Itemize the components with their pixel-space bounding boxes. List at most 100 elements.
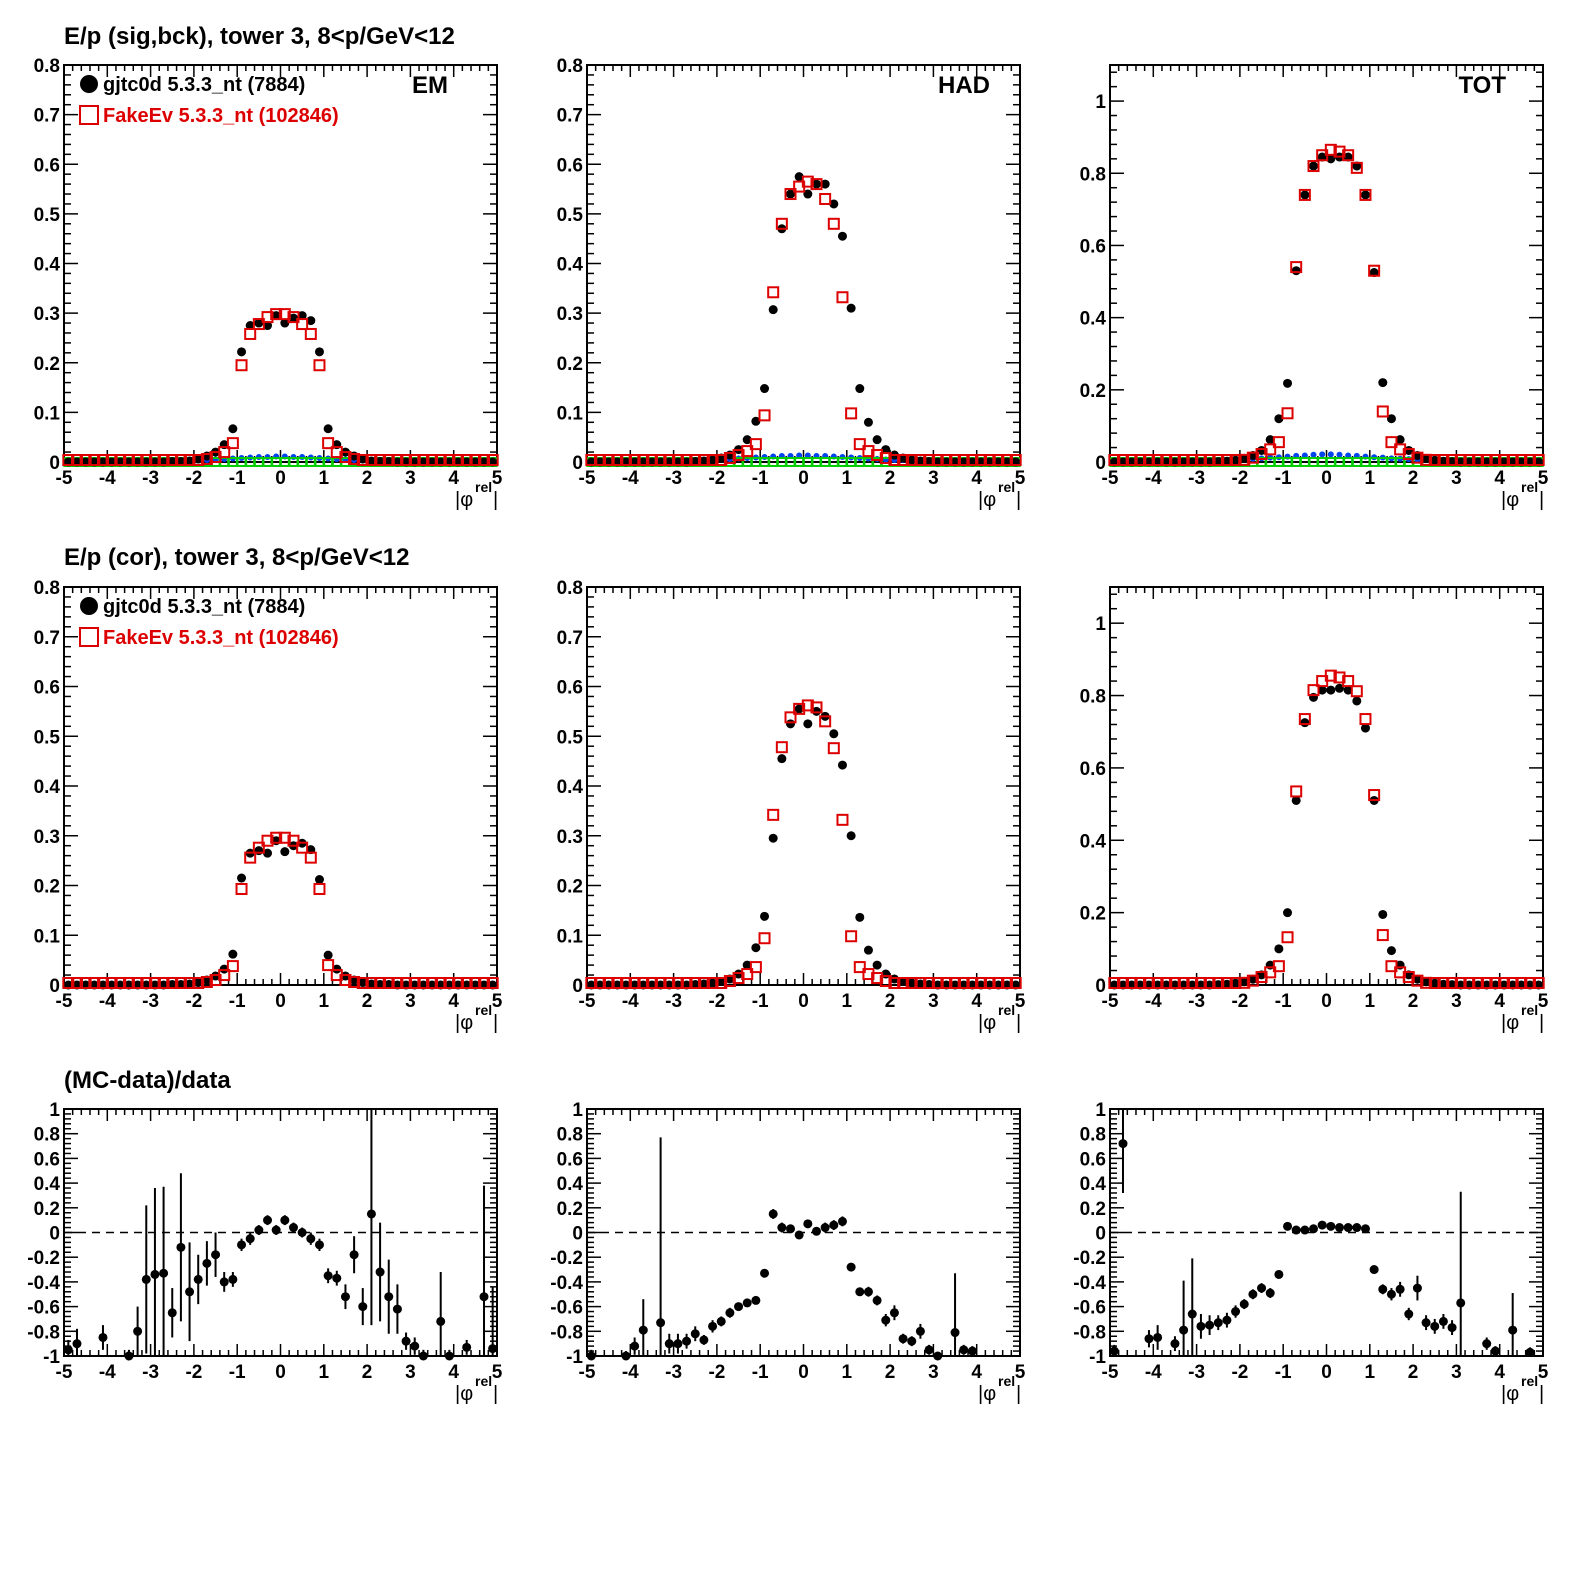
y-tick-label: 1 [49, 1100, 60, 1121]
data-point [898, 977, 908, 987]
y-tick-label: 1 [1095, 92, 1106, 113]
y-tick-label: 0.6 [1080, 236, 1106, 257]
data-point [98, 1332, 108, 1342]
data-point [1482, 1339, 1492, 1349]
mc-point [1229, 977, 1242, 989]
y-tick-label: -0.2 [1073, 1248, 1106, 1269]
data-point [306, 1234, 316, 1244]
data-point [384, 457, 394, 467]
mc-point [244, 327, 257, 340]
x-tick-label: -4 [622, 991, 639, 1012]
data-point [690, 980, 700, 990]
x-axis-superscript: rel [998, 1002, 1015, 1018]
mc-point [1454, 977, 1467, 989]
row-title-ratio: (MC-data)/data [64, 1067, 231, 1094]
data-point [1248, 1289, 1258, 1299]
y-tick-label: 0 [1095, 1224, 1106, 1245]
data-point [1334, 1223, 1344, 1233]
mc-point [79, 454, 92, 466]
data-point [245, 321, 255, 331]
mc-point [1307, 160, 1320, 173]
data-point [358, 454, 368, 464]
y-tick-label: -0.4 [27, 1273, 60, 1294]
x-tick-label: 1 [842, 991, 853, 1012]
data-point [323, 1271, 333, 1281]
data-point [228, 1274, 238, 1284]
mc-point [148, 977, 161, 989]
mc-point [443, 454, 456, 466]
x-tick-label: 2 [1408, 1362, 1419, 1383]
mc-point [836, 813, 849, 826]
y-tick-label: 0.8 [34, 1125, 60, 1146]
y-tick-label: 0.3 [34, 304, 60, 325]
x-axis-title: |φ [455, 1383, 473, 1405]
data-point [1343, 1223, 1353, 1233]
mc-point [1108, 454, 1121, 466]
data-point [708, 1321, 718, 1331]
data-point [1239, 453, 1249, 463]
x-tick-label: -2 [185, 1362, 202, 1383]
mc-point [810, 178, 823, 191]
mc-point [1186, 977, 1199, 989]
mc-point [949, 977, 962, 989]
y-tick-label: -0.8 [27, 1322, 60, 1343]
mc-point [157, 977, 170, 989]
x-tick-label: -5 [579, 1362, 596, 1383]
mc-point [1001, 977, 1014, 989]
mc-point [1472, 454, 1485, 466]
mc-point [114, 977, 127, 989]
data-point [1213, 1318, 1223, 1328]
x-tick-label: -3 [1188, 991, 1205, 1012]
x-tick-label: 0 [275, 468, 286, 489]
mc-point [166, 977, 179, 989]
x-tick-label: -3 [142, 991, 159, 1012]
data-point [1326, 154, 1336, 164]
mc-point [1428, 454, 1441, 466]
mc-point [680, 454, 693, 466]
data-point [1438, 1316, 1448, 1326]
x-axis-title: |φ [1501, 1383, 1519, 1405]
x-tick-label: -2 [185, 991, 202, 1012]
data-point [820, 179, 830, 189]
data-point [907, 455, 917, 465]
data-point [185, 1287, 195, 1297]
mc-point [923, 454, 936, 466]
mc-point [1359, 188, 1372, 201]
panel-em-ratio-row3: -5 -4 -3 -2 -1 0 1 2 3 4 5 -1 -0.8 -0.6 -0.4 -0.2 0 0.2 0.… [27, 1100, 502, 1405]
mc-point [96, 454, 109, 466]
mc-point [417, 977, 430, 989]
mc-point [801, 699, 814, 712]
mc-point [1489, 977, 1502, 989]
mc-point [382, 454, 395, 466]
mc-point [200, 976, 213, 989]
data-point [820, 1223, 830, 1233]
mc-point [426, 977, 439, 989]
y-tick-label: 0.4 [1080, 309, 1107, 330]
x-tick-label: 3 [405, 1362, 416, 1383]
data-point [280, 847, 290, 857]
x-axis-title: |φ [455, 489, 473, 511]
mc-point [122, 977, 135, 989]
y-tick-label: 0.6 [1080, 1149, 1106, 1170]
data-point [323, 424, 333, 434]
mc-point [888, 977, 901, 989]
mc-point [131, 977, 144, 989]
y-tick-label: 0.5 [557, 205, 584, 226]
mc-point [235, 882, 248, 895]
mc-point [304, 851, 317, 864]
mc-point [1168, 454, 1181, 466]
data-point [1395, 1284, 1405, 1294]
data-point [656, 1318, 666, 1328]
x-tick-label: 3 [1451, 991, 1462, 1012]
mc-point [88, 454, 101, 466]
mc-point [1437, 977, 1450, 989]
x-tick-label: 1 [1365, 468, 1376, 489]
data-point [1447, 1323, 1457, 1333]
x-tick-label: 2 [885, 1362, 896, 1383]
x-tick-label: 0 [798, 991, 809, 1012]
data-point [846, 303, 856, 313]
legend-marker-mc [79, 627, 99, 647]
data-point [375, 980, 385, 990]
data-point [1213, 457, 1223, 467]
